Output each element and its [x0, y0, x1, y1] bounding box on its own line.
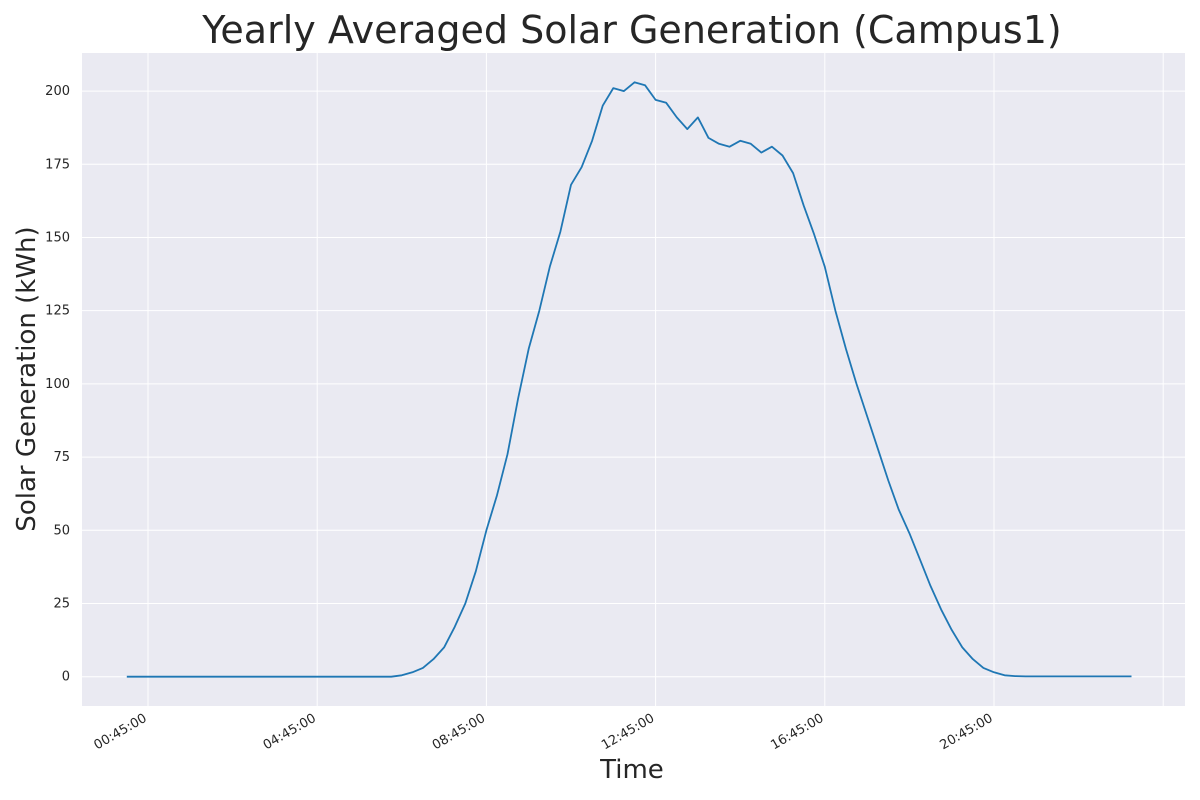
- y-tick-labels: 0 25 50 75 100 125 150 175 200: [45, 84, 70, 685]
- x-tick-label: 20:45:00: [938, 711, 996, 753]
- x-tick-label: 04:45:00: [261, 711, 319, 753]
- y-axis-label: Solar Generation (kWh): [12, 226, 42, 531]
- grid-lines: [82, 53, 1185, 706]
- y-tick-label: 150: [45, 230, 70, 245]
- y-tick-label: 25: [53, 597, 70, 612]
- y-tick-label: 0: [62, 670, 70, 685]
- x-tick-label: 16:45:00: [768, 711, 826, 753]
- x-tick-label: 08:45:00: [430, 711, 488, 753]
- y-tick-label: 200: [45, 84, 70, 99]
- plot-area: [82, 53, 1185, 706]
- y-tick-label: 100: [45, 377, 70, 392]
- x-tick-labels: 00:45:00 04:45:00 08:45:00 12:45:00 16:45:00…: [92, 711, 996, 753]
- x-axis-label: Time: [599, 755, 664, 785]
- y-tick-label: 75: [53, 450, 70, 465]
- chart-title: Yearly Averaged Solar Generation (Campus…: [201, 8, 1061, 52]
- x-tick-label: 12:45:00: [599, 711, 657, 753]
- series-layer: [126, 81, 1132, 678]
- y-tick-label: 50: [53, 523, 70, 538]
- series-line-0: [126, 81, 1132, 678]
- y-tick-label: 175: [45, 157, 70, 172]
- y-tick-label: 125: [45, 304, 70, 319]
- x-tick-label: 00:45:00: [92, 711, 150, 753]
